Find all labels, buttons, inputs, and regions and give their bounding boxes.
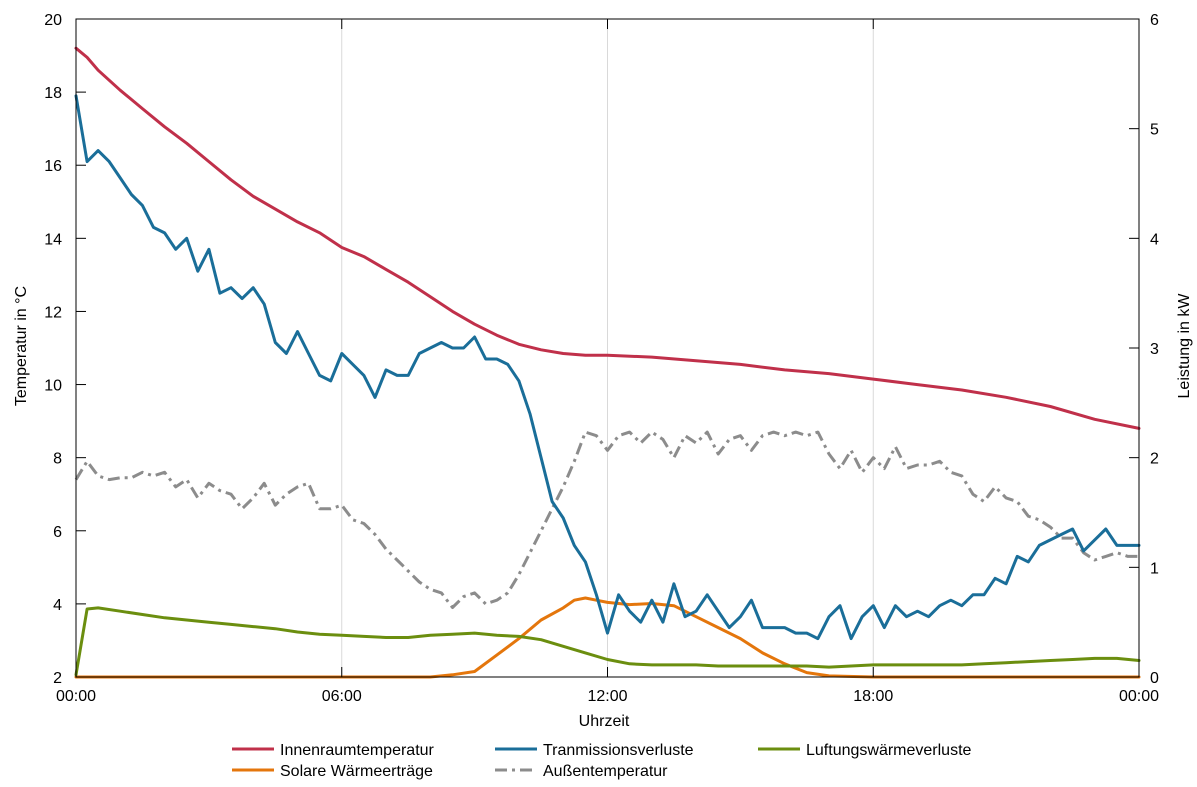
tick-labels: 00:00 06:00 12:00 18:00 00:00246810121416182… — [44, 12, 1159, 705]
series-line-innenraumtemperatur — [74, 46, 1141, 430]
y-right-tick-label: 1 — [1150, 560, 1159, 577]
legend-label: Tranmissionsverluste — [543, 742, 694, 759]
series-line-luftungsw-rmeverluste — [74, 606, 1141, 677]
legend-label: Innenraumtemperatur — [280, 742, 435, 759]
y-right-tick-label: 2 — [1150, 451, 1159, 468]
y-axis-left-label: Temperatur in °C — [13, 286, 30, 406]
y-left-tick-label: 2 — [53, 670, 62, 687]
axes — [75, 18, 1140, 678]
y-right-tick-label: 5 — [1150, 122, 1159, 139]
y-right-tick-label: 6 — [1150, 12, 1159, 29]
y-left-tick-label: 12 — [44, 304, 62, 321]
x-tick-label: 06:00 — [322, 688, 362, 705]
legend-label: Solare Wärmeerträge — [280, 763, 433, 780]
y-axis-right-label: Leistung in kW — [1176, 293, 1193, 399]
y-left-tick-label: 10 — [44, 378, 62, 395]
x-axis-label: Uhrzeit — [579, 713, 630, 730]
y-left-tick-label: 14 — [44, 231, 62, 248]
legend-item: Innenraumtemperatur — [232, 742, 435, 759]
legend-item: Tranmissionsverluste — [495, 742, 694, 759]
x-tick-label: 00:00 — [56, 688, 96, 705]
y-left-tick-label: 18 — [44, 85, 62, 102]
y-left-tick-label: 6 — [53, 524, 62, 541]
legend-label: Außentemperatur — [543, 763, 668, 780]
x-tick-label: 00:00 — [1119, 688, 1159, 705]
y-right-tick-label: 3 — [1150, 341, 1159, 358]
y-right-tick-label: 4 — [1150, 231, 1159, 248]
x-tick-label: 18:00 — [853, 688, 893, 705]
legend-label: Luftungswärmeverluste — [806, 742, 972, 759]
x-tick-label: 12:00 — [587, 688, 627, 705]
legend-item: Luftungswärmeverluste — [758, 742, 972, 759]
series-line-tranmissionsverluste — [74, 94, 1141, 641]
y-right-tick-label: 0 — [1150, 670, 1159, 687]
legend: Innenraumtemperatur Tranmissionsverluste L… — [232, 742, 972, 780]
legend-item: Solare Wärmeerträge — [232, 763, 433, 780]
y-left-tick-label: 16 — [44, 158, 62, 175]
grid — [341, 19, 874, 677]
series-line-au-entemperatur — [74, 430, 1139, 609]
y-left-tick-label: 8 — [53, 451, 62, 468]
y-left-tick-label: 4 — [53, 597, 62, 614]
legend-item: Außentemperatur — [495, 763, 668, 780]
y-left-tick-label: 20 — [44, 12, 62, 29]
